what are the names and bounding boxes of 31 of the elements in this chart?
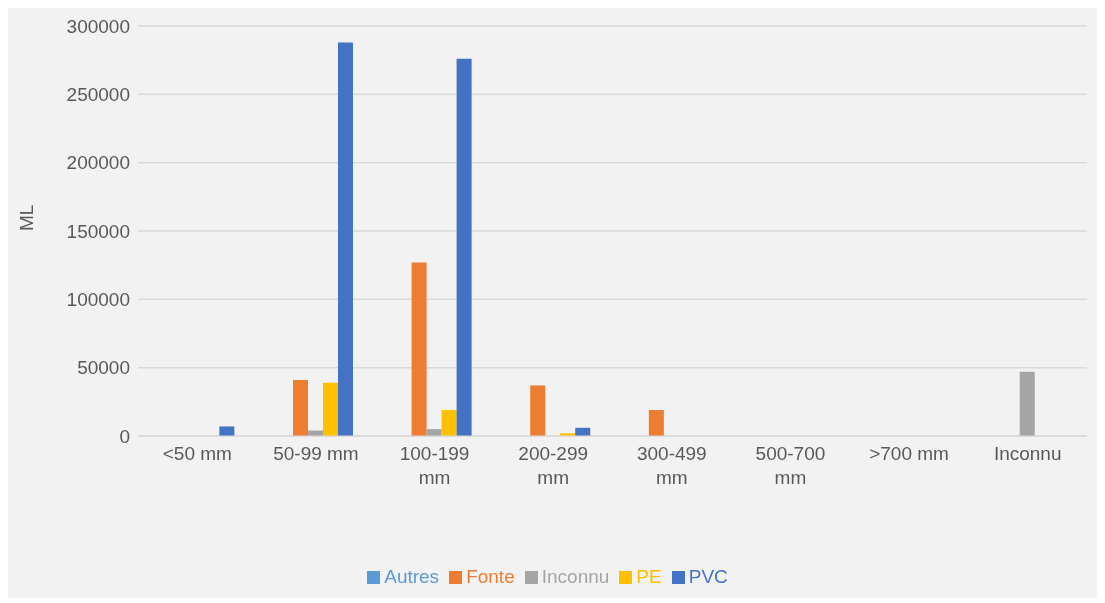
x-tick-label: 500-700 mm: [755, 443, 826, 488]
bar: [1019, 371, 1035, 436]
legend-label: PE: [636, 566, 662, 587]
bar: [322, 382, 338, 436]
legend-label: Inconnu: [541, 566, 610, 587]
y-axis-title: ML: [15, 204, 37, 231]
y-tick-label: 300000: [66, 15, 130, 37]
y-tick-label: 250000: [66, 84, 130, 106]
legend-label: PVC: [688, 566, 728, 587]
y-tick-label: 50000: [77, 357, 130, 379]
x-tick-label: 100-199 mm: [399, 443, 470, 488]
x-tick-label: >700 mm: [869, 443, 949, 464]
legend-label: Fonte: [466, 566, 515, 587]
y-tick-label: 0: [119, 425, 130, 447]
bar: [648, 410, 664, 436]
legend-label: Autres: [384, 566, 440, 587]
x-tick-label: 200-299 mm: [518, 443, 589, 488]
x-tick-label: <50 mm: [162, 443, 232, 464]
y-tick-label: 150000: [66, 220, 130, 242]
y-tick-label: 100000: [66, 289, 130, 311]
bar: [292, 379, 308, 436]
x-tick-label: 50-99 mm: [273, 443, 359, 464]
x-tick-label: Inconnu: [993, 443, 1062, 464]
y-tick-label: 200000: [66, 152, 130, 174]
bar: [337, 42, 353, 436]
bar: [441, 410, 457, 436]
bar: [219, 426, 235, 436]
bar: [456, 58, 472, 436]
bar: [411, 262, 427, 436]
x-tick-label: 300-499 mm: [636, 443, 707, 488]
bar: [530, 385, 546, 436]
